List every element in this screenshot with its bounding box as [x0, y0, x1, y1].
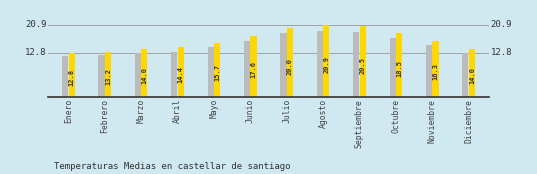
Bar — [141, 49, 148, 97]
Text: 13.2: 13.2 — [105, 68, 111, 85]
Bar — [353, 32, 359, 97]
Bar — [432, 41, 439, 97]
Text: 14.0: 14.0 — [469, 67, 475, 84]
Text: 12.8: 12.8 — [69, 69, 75, 86]
Text: 14.0: 14.0 — [141, 67, 147, 84]
Bar — [178, 47, 184, 97]
Bar — [98, 55, 105, 97]
Text: 17.6: 17.6 — [251, 61, 257, 78]
Bar — [469, 49, 475, 97]
Text: 16.3: 16.3 — [432, 63, 439, 80]
Text: 14.4: 14.4 — [178, 66, 184, 83]
Bar — [207, 47, 214, 97]
Bar — [462, 53, 468, 97]
Bar — [280, 33, 287, 97]
Bar — [244, 41, 250, 97]
Bar — [214, 43, 220, 97]
Text: 12.8: 12.8 — [490, 48, 512, 57]
Text: 20.9: 20.9 — [490, 20, 512, 29]
Bar — [250, 36, 257, 97]
Text: 20.5: 20.5 — [360, 57, 366, 74]
Text: 20.9: 20.9 — [25, 20, 47, 29]
Bar — [317, 31, 323, 97]
Text: Temperaturas Medias en castellar de santiago: Temperaturas Medias en castellar de sant… — [54, 161, 290, 171]
Bar — [62, 56, 68, 97]
Text: 18.5: 18.5 — [396, 60, 402, 77]
Bar — [323, 25, 330, 97]
Text: 12.8: 12.8 — [25, 48, 47, 57]
Bar — [396, 33, 402, 97]
Text: 15.7: 15.7 — [214, 64, 220, 81]
Bar — [426, 45, 432, 97]
Text: 20.9: 20.9 — [323, 56, 329, 73]
Bar — [360, 26, 366, 97]
Bar — [105, 52, 111, 97]
Bar — [135, 53, 141, 97]
Bar — [69, 53, 75, 97]
Bar — [287, 28, 293, 97]
Bar — [171, 52, 177, 97]
Text: 20.0: 20.0 — [287, 58, 293, 75]
Bar — [389, 38, 396, 97]
